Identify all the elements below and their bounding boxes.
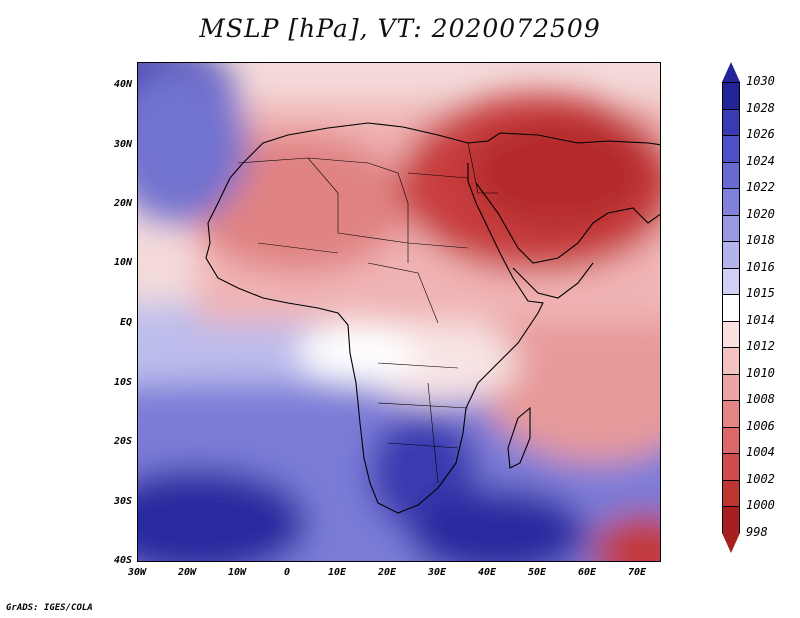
colorbar-label: 1012 — [746, 339, 775, 353]
lon-label: 20W — [177, 567, 197, 578]
colorbar-label: 1014 — [746, 312, 775, 327]
lat-label: EQ — [119, 317, 132, 328]
lat-label: 30N — [113, 139, 132, 150]
lon-label: 60E — [577, 567, 597, 578]
colorbar-swatch — [722, 506, 740, 533]
colorbar-swatch — [722, 294, 740, 321]
colorbar-label: 1004 — [746, 445, 775, 459]
colorbar-swatch — [722, 347, 740, 374]
lon-label: 30E — [427, 567, 447, 578]
colorbar-label: 1020 — [746, 206, 775, 221]
colorbar-swatch — [722, 479, 740, 506]
colorbar-label: 1024 — [746, 153, 775, 168]
colorbar-swatch — [722, 320, 740, 347]
lat-label: 20N — [113, 198, 132, 209]
colorbar-label: 998 — [746, 524, 768, 539]
colorbar-swatch — [722, 82, 740, 109]
lat-label: 10S — [113, 377, 132, 388]
south-atlantic-high — [138, 468, 308, 561]
lon-label: 10W — [227, 567, 247, 578]
colorbar-label: 1015 — [746, 286, 775, 300]
colorbar-swatch — [722, 108, 740, 135]
lat-label: 20S — [113, 436, 132, 447]
mslp-map — [138, 63, 660, 561]
colorbar-swatch — [722, 241, 740, 268]
colorbar-label: 1022 — [746, 180, 775, 194]
chart-title: MSLP [hPa], VT: 2020072509 — [199, 14, 601, 43]
lon-label: 0 — [283, 567, 291, 578]
lon-label: 30W — [127, 567, 147, 578]
colorbar-swatch — [722, 373, 740, 400]
colorbar — [722, 62, 740, 554]
colorbar-label: 1028 — [746, 100, 775, 115]
colorbar-label: 1006 — [746, 418, 775, 433]
footer-credit: GrADS: IGES/COLA — [6, 603, 93, 613]
coastlines — [205, 122, 660, 514]
colorbar-label: 1026 — [746, 127, 775, 141]
colorbar-swatch — [722, 453, 740, 480]
colorbar-swatch — [722, 267, 740, 294]
lon-label: 70E — [627, 567, 647, 578]
colorbar-label: 1016 — [746, 259, 775, 274]
colorbar-label: 1002 — [746, 471, 775, 486]
colorbar-swatch — [722, 161, 740, 188]
southern-ocean-low — [593, 513, 660, 561]
lat-label: 40S — [113, 555, 132, 566]
colorbar-swatch — [722, 400, 740, 427]
mascarene-high — [408, 488, 588, 561]
colorbar-swatch — [722, 426, 740, 453]
lon-label: 10E — [327, 567, 347, 578]
colorbar-label: 1010 — [746, 365, 775, 380]
colorbar-swatch — [722, 188, 740, 215]
lat-label: 10N — [113, 257, 132, 268]
lon-label: 50E — [527, 567, 547, 578]
lat-label: 30S — [113, 496, 132, 507]
colorbar-swatch — [722, 135, 740, 162]
map-panel — [137, 62, 661, 562]
colorbar-label: 1030 — [746, 74, 775, 88]
borders — [237, 142, 498, 484]
lat-label: 40N — [113, 79, 132, 90]
lon-label: 40E — [477, 567, 497, 578]
colorbar-bottom-arrow — [722, 532, 740, 553]
colorbar-top-arrow — [722, 62, 740, 82]
colorbar-swatch — [722, 214, 740, 241]
lon-label: 20E — [377, 567, 397, 578]
colorbar-label: 1000 — [746, 498, 775, 512]
colorbar-label: 1018 — [746, 233, 775, 247]
colorbar-label: 1008 — [746, 392, 775, 406]
